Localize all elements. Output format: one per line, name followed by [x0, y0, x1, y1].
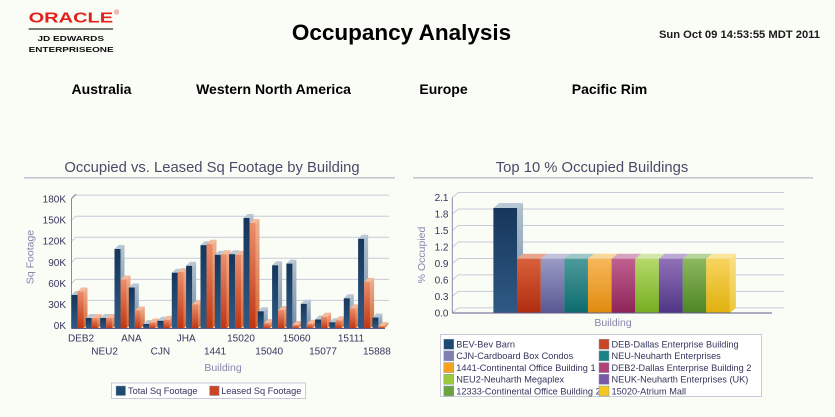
- svg-text:120K: 120K: [43, 237, 67, 248]
- svg-text:CJN: CJN: [151, 347, 170, 358]
- svg-text:1441: 1441: [204, 347, 227, 358]
- svg-text:ORACLE: ORACLE: [29, 9, 114, 26]
- svg-text:1.2: 1.2: [435, 243, 449, 254]
- svg-text:0.3: 0.3: [435, 292, 449, 303]
- svg-text:15020-Atrium Mall: 15020-Atrium Mall: [612, 386, 687, 396]
- svg-text:2.1: 2.1: [435, 193, 449, 204]
- svg-text:Occupied vs. Leased Sq Footage: Occupied vs. Leased Sq Footage by Buildi…: [64, 160, 359, 176]
- svg-text:Building: Building: [594, 317, 632, 329]
- svg-text:150K: 150K: [43, 216, 67, 227]
- svg-text:0.6: 0.6: [435, 275, 449, 286]
- svg-text:1.5: 1.5: [435, 226, 449, 237]
- svg-text:ENTERPRISEONE: ENTERPRISEONE: [29, 45, 114, 54]
- svg-text:Top 10 % Occupied Buildings: Top 10 % Occupied Buildings: [496, 160, 688, 176]
- svg-text:DEB-Dallas Enterprise Building: DEB-Dallas Enterprise Building: [612, 340, 739, 350]
- svg-text:NEU2-Neuharth Megaplex: NEU2-Neuharth Megaplex: [456, 375, 564, 385]
- svg-text:Building: Building: [204, 362, 242, 374]
- svg-text:JHA: JHA: [177, 334, 196, 345]
- svg-text:0K: 0K: [54, 321, 67, 332]
- svg-text:NEU2: NEU2: [91, 347, 118, 358]
- svg-text:15111: 15111: [338, 334, 365, 345]
- svg-text:DEB2-Dallas Enterprise Buildin: DEB2-Dallas Enterprise Building 2: [612, 363, 752, 373]
- svg-text:DEB2: DEB2: [68, 334, 95, 345]
- svg-text:15888: 15888: [363, 347, 391, 358]
- svg-text:90K: 90K: [48, 258, 66, 269]
- svg-text:0.0: 0.0: [435, 308, 449, 319]
- svg-text:®: ®: [114, 9, 119, 17]
- svg-text:15040: 15040: [255, 347, 283, 358]
- svg-text:BEV-Bev Barn: BEV-Bev Barn: [456, 340, 515, 350]
- svg-text:NEU-Neuharth Enterprises: NEU-Neuharth Enterprises: [612, 351, 722, 361]
- svg-text:15020: 15020: [227, 334, 255, 345]
- svg-text:% Occupied: % Occupied: [416, 227, 428, 284]
- svg-text:180K: 180K: [43, 195, 67, 206]
- svg-text:CJN-Cardboard Box Condos: CJN-Cardboard Box Condos: [456, 351, 573, 361]
- svg-text:15060: 15060: [283, 334, 311, 345]
- svg-text:Sq Footage: Sq Footage: [25, 230, 37, 284]
- svg-text:ANA: ANA: [121, 334, 142, 345]
- svg-text:NEUK-Neuharth Enterprises (UK): NEUK-Neuharth Enterprises (UK): [612, 375, 749, 385]
- svg-text:Total Sq Footage: Total Sq Footage: [128, 386, 197, 396]
- svg-text:12333-Continental Office Build: 12333-Continental Office Building 2: [456, 386, 600, 396]
- svg-text:1441-Continental Office Buildi: 1441-Continental Office Building 1: [456, 363, 595, 373]
- svg-text:0.9: 0.9: [435, 259, 449, 270]
- svg-text:Leased Sq Footage: Leased Sq Footage: [221, 386, 301, 396]
- svg-text:15077: 15077: [309, 347, 337, 358]
- svg-text:60K: 60K: [48, 279, 66, 290]
- svg-text:30K: 30K: [48, 300, 66, 311]
- svg-text:1.8: 1.8: [435, 210, 449, 221]
- svg-text:JD EDWARDS: JD EDWARDS: [38, 34, 105, 43]
